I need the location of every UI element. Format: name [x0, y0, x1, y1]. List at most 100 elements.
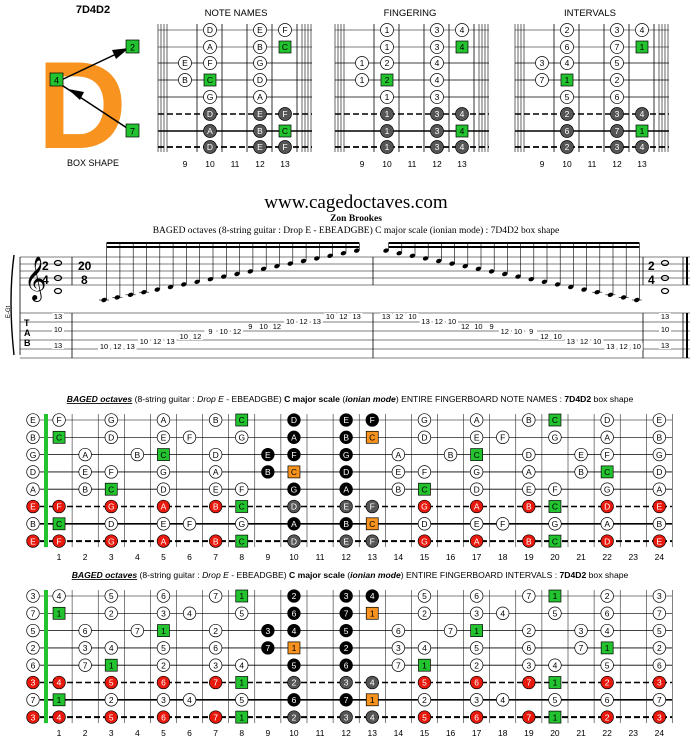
board-note-label: F [56, 536, 61, 546]
note-circle [203, 56, 217, 70]
note-label: 1 [640, 42, 645, 52]
open-string-label: 7 [31, 609, 36, 619]
board-note-circle [208, 623, 223, 638]
desc-notehead [436, 258, 442, 264]
board-note-circle [600, 534, 614, 548]
desc-notehead [422, 256, 429, 261]
board-note-label: 4 [57, 712, 62, 722]
board-note-label: F [187, 433, 192, 443]
asc-tab: 10 [286, 317, 294, 326]
board-note-circle [208, 710, 223, 724]
board-note-label: 1 [605, 643, 610, 653]
open-string-marker [26, 413, 40, 427]
board-fret-number: 21 [576, 552, 586, 562]
board-note-label: 5 [161, 643, 166, 653]
asc-tab: 12 [273, 322, 281, 331]
note-label: 1 [385, 126, 390, 136]
board-note-label: D [604, 415, 610, 425]
board-note-label: A [474, 415, 480, 425]
note-label: F [282, 142, 287, 152]
note-circle [430, 56, 444, 70]
asc-tab: 10 [100, 342, 108, 351]
board-note-label: F [552, 484, 557, 494]
board-note-label: D [291, 415, 297, 425]
score-subtitle: BAGED octaves (8-string guitar : Drop E … [153, 225, 560, 236]
title-part: ionian mode [345, 394, 396, 404]
board-note-label: C [474, 450, 480, 460]
board-note-label: C [604, 467, 610, 477]
board-note-circle [652, 447, 666, 462]
board-note-label: D [604, 502, 610, 512]
board-note-circle [339, 534, 353, 548]
title-part: (8-string guitar : [132, 394, 197, 404]
note-label: 1 [565, 75, 570, 85]
board-fret-number: 3 [109, 552, 114, 562]
board-fret-number: 12 [341, 728, 351, 738]
board-note-label: 3 [657, 678, 662, 688]
board-note-circle [417, 589, 432, 603]
board-note-circle [470, 534, 484, 548]
note-circle [610, 107, 624, 121]
board-note-circle [652, 589, 666, 603]
asc-notehead [234, 271, 240, 277]
desc-tab: 10 [474, 322, 482, 331]
board-note-label: 4 [370, 712, 375, 722]
board-note-circle [600, 482, 614, 496]
board-note-label: 1 [161, 626, 166, 636]
asc-notehead [340, 251, 347, 256]
open-string-label: E [30, 536, 36, 546]
board-note-circle [600, 623, 614, 638]
asc-tab: 13 [353, 312, 361, 321]
nut-bar [44, 590, 48, 724]
board-note-square [52, 430, 66, 444]
board-note-square [157, 448, 170, 461]
desc-tab: 12 [461, 322, 469, 331]
tab-mask [204, 328, 217, 335]
board-note-circle [522, 447, 536, 462]
board-note-label: 4 [57, 591, 62, 601]
board-note-circle [156, 710, 171, 724]
board-note-label: D [421, 433, 427, 443]
board-note-circle [574, 623, 588, 638]
board-note-label: B [213, 502, 219, 512]
board-note-square [235, 500, 249, 513]
board-note-label: F [239, 484, 244, 494]
note-square [560, 73, 574, 87]
board-note-circle [417, 606, 432, 620]
board-note-label: C [291, 467, 297, 477]
board-fret-number: 3 [109, 728, 114, 738]
note-circle [355, 56, 369, 70]
board-note-circle [652, 623, 666, 638]
board-note-label: 2 [292, 591, 297, 601]
board-note-circle [443, 447, 458, 462]
desc-notehead [475, 266, 482, 271]
board-note-circle [365, 675, 379, 690]
board-note-label: 1 [553, 678, 558, 688]
board-note-circle [78, 447, 92, 462]
board-note-circle [600, 517, 614, 531]
board-note-circle [287, 623, 301, 638]
board-note-label: 2 [422, 695, 427, 705]
board-note-circle [417, 465, 432, 479]
open-string-label: E [30, 415, 36, 425]
board-note-label: 1 [109, 660, 114, 670]
board-note-square [235, 676, 249, 689]
board-note-circle [78, 465, 92, 479]
board-note-circle [104, 499, 118, 514]
board-note-circle [522, 623, 536, 638]
board-note-label: 4 [370, 678, 375, 688]
note-label: 4 [640, 109, 645, 119]
tab-mask [137, 338, 150, 345]
asc-tab: 13 [166, 337, 174, 346]
board-note-circle [104, 413, 118, 427]
note-circle [430, 40, 444, 54]
board-note-label: 1 [553, 591, 558, 601]
open-string-marker [26, 447, 40, 462]
board-note-label: 5 [553, 695, 558, 705]
board-fret-number: 5 [161, 552, 166, 562]
board-fret-number: 6 [187, 552, 192, 562]
board-note-label: E [213, 484, 219, 494]
asc-tab: 10 [140, 337, 148, 346]
note-names-fingerboard: 1 2 3 4 5 6 7 8 9 10 11 12 13 14 15 16 17 18 19 20 21 22 23 24E… [26, 413, 673, 562]
board-fret-number: 20 [550, 728, 560, 738]
